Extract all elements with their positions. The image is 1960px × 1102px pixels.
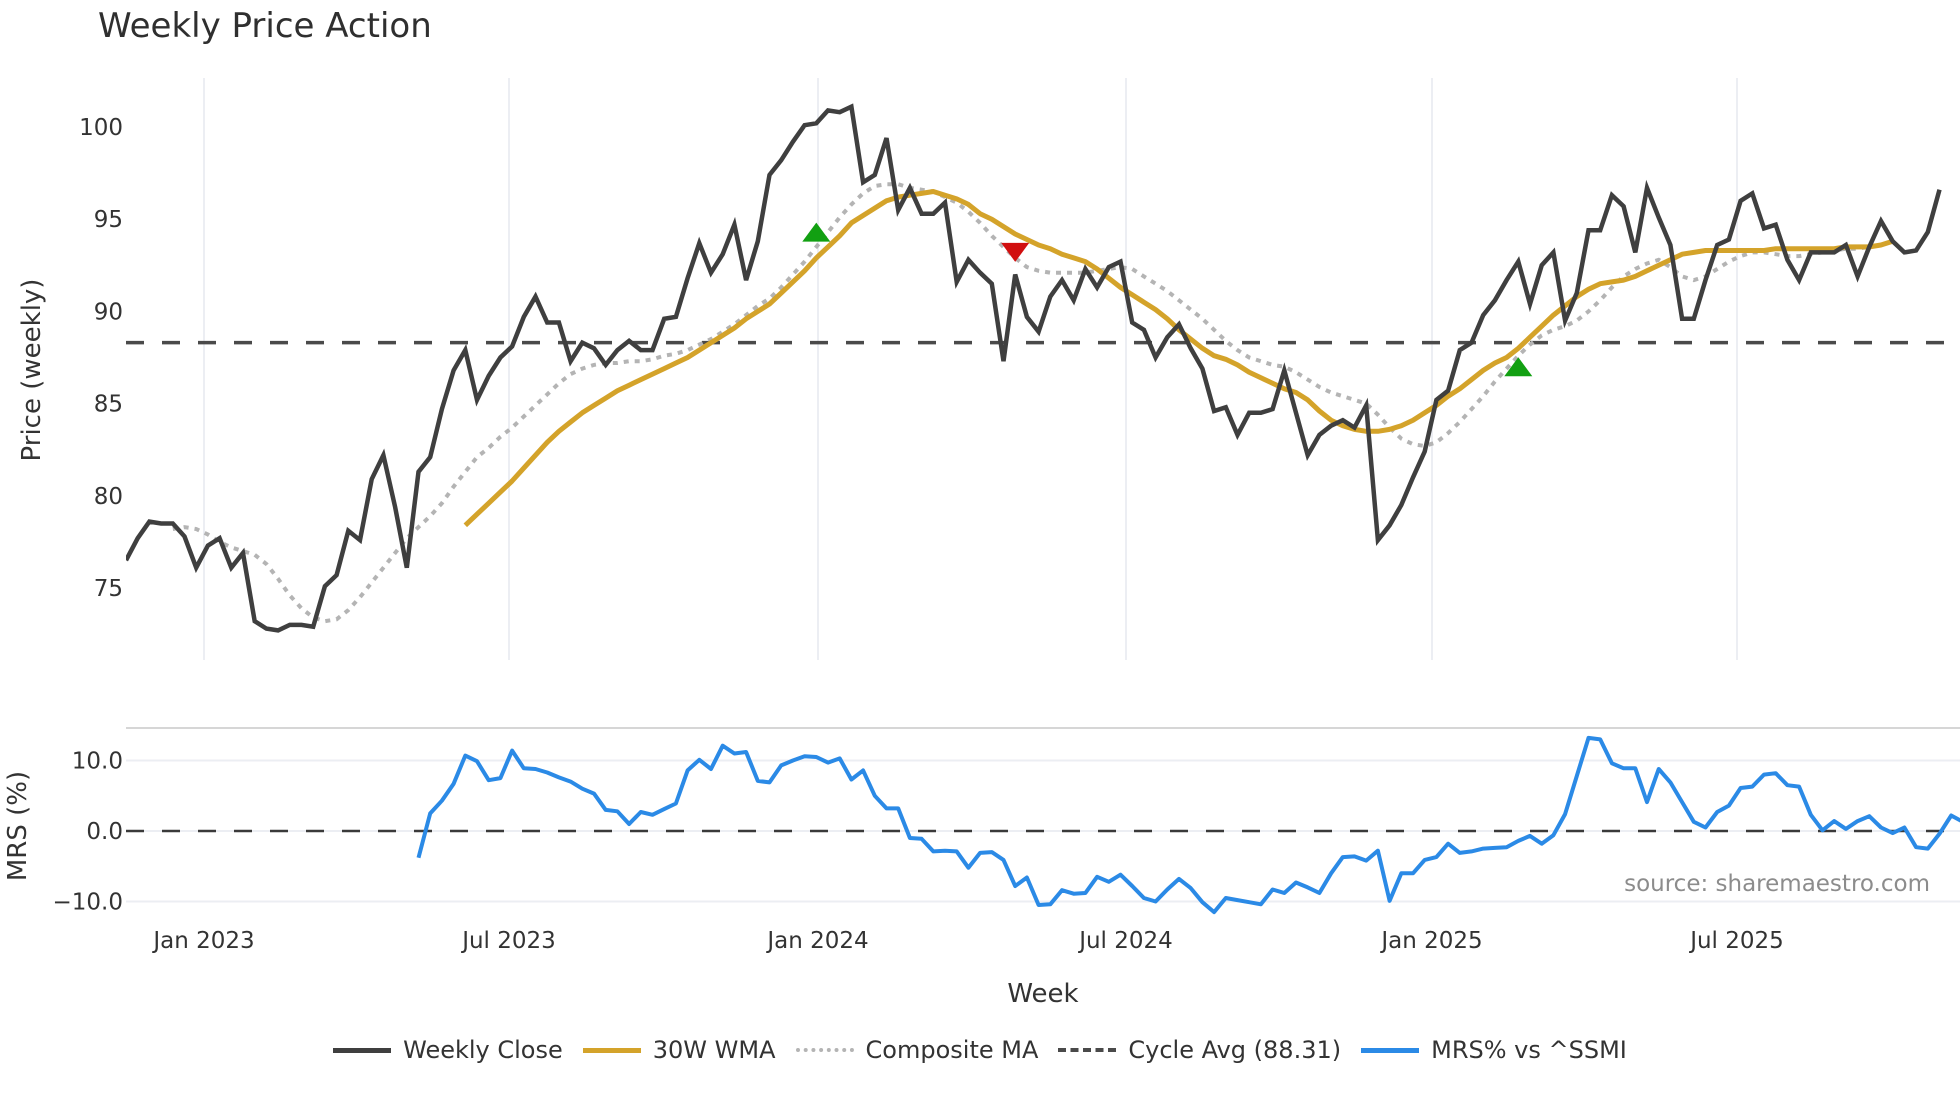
x-tick-label: Jul 2023 bbox=[460, 928, 556, 954]
y-tick-label: 80 bbox=[94, 484, 123, 510]
composite-ma-line bbox=[172, 182, 1894, 624]
legend-item-composite: Composite MA bbox=[795, 1036, 1039, 1064]
x-axis-title: Week bbox=[1007, 979, 1078, 1009]
legend-label: Composite MA bbox=[865, 1036, 1039, 1064]
legend-item-close: Weekly Close bbox=[333, 1036, 563, 1064]
chart-title: Weekly Price Action bbox=[98, 6, 432, 46]
close-swatch-icon bbox=[333, 1047, 392, 1053]
mrs-y-tick-label: 10.0 bbox=[72, 749, 123, 775]
buy-signal-triangle-icon bbox=[1504, 357, 1533, 377]
y-tick-label: 100 bbox=[79, 115, 123, 141]
mrs-line bbox=[416, 735, 1960, 915]
mrs-y-tick-label: 0.0 bbox=[86, 819, 123, 845]
y-tick-label: 85 bbox=[94, 392, 123, 418]
legend-label: 30W WMA bbox=[652, 1036, 776, 1064]
x-tick-label: Jan 2024 bbox=[765, 928, 868, 954]
y-axis-title-price: Price (weekly) bbox=[17, 279, 47, 462]
y-axis-title-mrs: MRS (%) bbox=[3, 771, 33, 881]
x-tick-label: Jul 2024 bbox=[1077, 928, 1173, 954]
legend-label: Cycle Avg (88.31) bbox=[1128, 1036, 1342, 1064]
sell-signal-triangle-icon bbox=[1001, 242, 1030, 262]
gridlines bbox=[126, 78, 1960, 903]
mrs-swatch-icon bbox=[1361, 1047, 1420, 1053]
y-tick-label: 95 bbox=[94, 207, 123, 233]
legend-item-mrs: MRS% vs ^SSMI bbox=[1361, 1036, 1627, 1064]
legend-item-wma: 30W WMA bbox=[582, 1036, 776, 1064]
wma-30w-line bbox=[463, 189, 1894, 528]
x-tick-label: Jan 2023 bbox=[151, 928, 254, 954]
y-tick-label: 75 bbox=[94, 576, 123, 602]
source-watermark: source: sharemaestro.com bbox=[1624, 871, 1930, 897]
cycle-swatch-icon bbox=[1058, 1048, 1117, 1052]
series-layer bbox=[126, 103, 1960, 915]
legend-item-cycle: Cycle Avg (88.31) bbox=[1058, 1036, 1341, 1064]
x-tick-label: Jan 2025 bbox=[1379, 928, 1482, 954]
buy-signal-triangle-icon bbox=[802, 222, 831, 242]
wma-swatch-icon bbox=[582, 1047, 641, 1053]
legend-label: Weekly Close bbox=[403, 1036, 563, 1064]
chart-legend: Weekly Close 30W WMA Composite MA Cycle Avg… bbox=[0, 1036, 1960, 1064]
x-tick-label: Jul 2025 bbox=[1688, 928, 1784, 954]
y-axis-ticks: 75 80 85 90 95 100 −10.0 0.0 10.0 bbox=[53, 115, 123, 916]
composite-swatch-icon bbox=[795, 1048, 854, 1052]
legend-label: MRS% vs ^SSMI bbox=[1431, 1036, 1627, 1064]
y-tick-label: 90 bbox=[94, 299, 123, 325]
mrs-y-tick-label: −10.0 bbox=[53, 890, 123, 916]
x-axis-ticks: Jan 2023 Jul 2023 Jan 2024 Jul 2024 Jan 2025… bbox=[151, 928, 1783, 954]
signal-markers bbox=[802, 222, 1533, 377]
weekly-close-line bbox=[126, 103, 1942, 633]
